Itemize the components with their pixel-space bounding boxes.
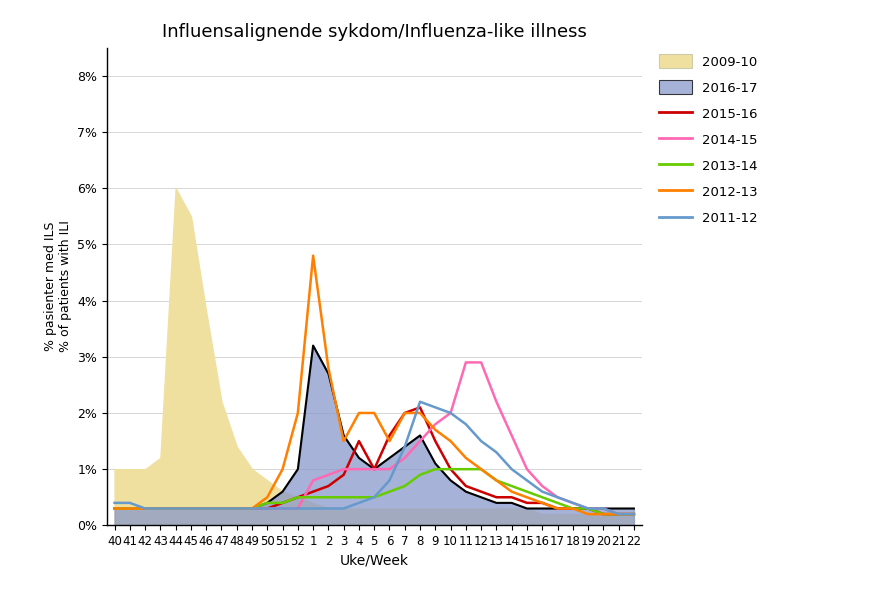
Legend: 2009-10, 2016-17, 2015-16, 2014-15, 2013-14, 2012-13, 2011-12: 2009-10, 2016-17, 2015-16, 2014-15, 2013… [658, 54, 758, 225]
Y-axis label: % pasienter med ILS
% of patients with ILI: % pasienter med ILS % of patients with I… [44, 221, 71, 352]
X-axis label: Uke/Week: Uke/Week [339, 553, 409, 568]
Title: Influensalignende sykdom/Influenza-like illness: Influensalignende sykdom/Influenza-like … [162, 23, 586, 41]
